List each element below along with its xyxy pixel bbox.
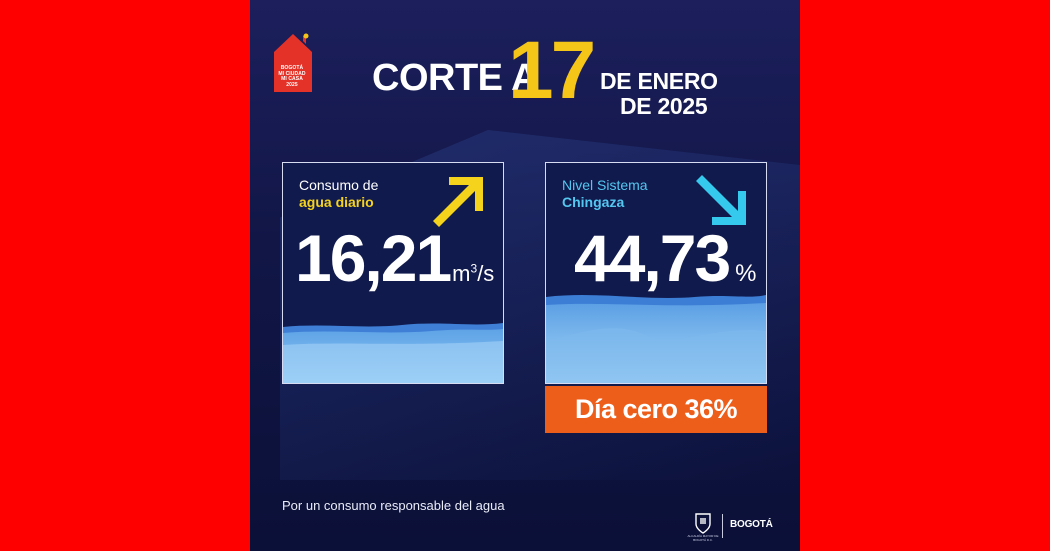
arrow-up-right-icon [433, 177, 483, 227]
dia-cero-banner: Día cero 36% [545, 386, 767, 433]
consumo-card: Consumo de agua diario 16,21m3/s [282, 162, 504, 384]
nivel-card: Nivel Sistema Chingaza 44,73% [545, 162, 767, 384]
consumo-label-line2: agua diario [299, 194, 374, 210]
consumo-label-line1: Consumo de [299, 177, 379, 193]
nivel-value: 44,73 [574, 221, 731, 295]
header-year: DE 2025 [620, 93, 708, 119]
nivel-value-line: 44,73% [574, 225, 757, 291]
arrow-down-right-icon [696, 175, 746, 225]
footer-divider [722, 514, 723, 538]
consumo-value: 16,21 [295, 221, 452, 295]
nivel-label-line1: Nivel Sistema [562, 177, 648, 193]
nivel-label: Nivel Sistema Chingaza [562, 177, 648, 211]
bogota-shield-icon [695, 513, 711, 534]
header-month: DE ENERO [600, 68, 718, 94]
shield-caption: ALCALDÍA MAYOR DE BOGOTÁ D.C. [687, 534, 719, 542]
nivel-unit: % [735, 260, 757, 287]
consumo-value-line: 16,21m3/s [295, 225, 494, 291]
bogota-house-logo-icon [274, 33, 312, 92]
tagline: Por un consumo responsable del agua [282, 498, 505, 513]
infographic-panel: BOGOTÁ MI CIUDAD MI CASA 2025 CORTE A 17… [250, 0, 800, 551]
footer-logos: ALCALDÍA MAYOR DE BOGOTÁ D.C. BOGOTÁ [688, 510, 784, 541]
water-wave-illustration [283, 323, 503, 383]
water-wave-illustration [546, 295, 766, 383]
nivel-label-line2: Chingaza [562, 194, 625, 210]
header-prefix: CORTE A [372, 57, 539, 99]
footer-brand: BOGOTÁ [730, 519, 773, 530]
consumo-label: Consumo de agua diario [299, 177, 378, 211]
logo-text: BOGOTÁ MI CIUDAD MI CASA 2025 [278, 65, 306, 88]
header-day: 17 [508, 25, 596, 116]
consumo-unit: m3/s [452, 261, 495, 286]
